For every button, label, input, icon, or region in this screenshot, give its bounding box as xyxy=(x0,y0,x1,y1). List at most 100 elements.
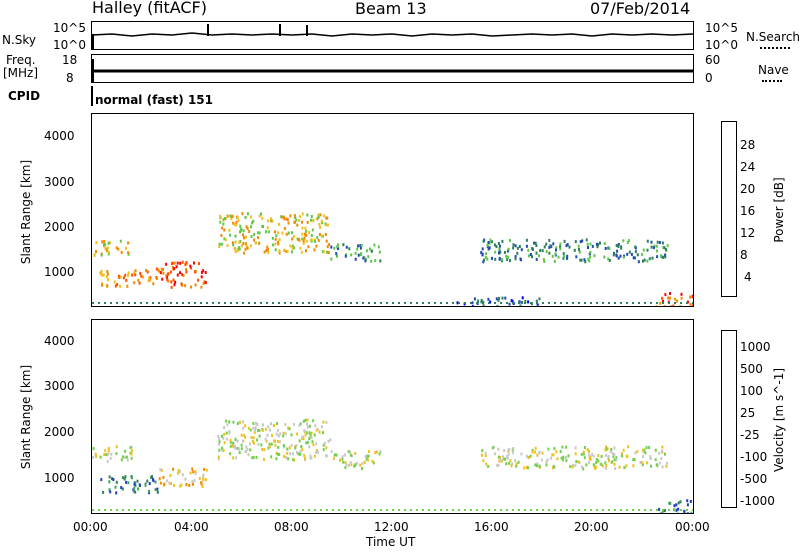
echo-cell xyxy=(244,247,247,251)
echo-cell xyxy=(177,471,180,475)
echo-cell xyxy=(359,463,362,467)
echo-cell xyxy=(202,473,205,477)
echo-cell xyxy=(548,251,551,255)
echo-cell xyxy=(585,238,588,242)
echo-cell xyxy=(240,433,243,437)
echo-cell xyxy=(519,304,522,308)
echo-cell xyxy=(298,219,301,222)
echo-cell xyxy=(658,241,661,244)
echo-cell xyxy=(151,477,154,481)
echo-cell xyxy=(235,456,238,460)
echo-cell xyxy=(666,244,669,248)
echo-cell xyxy=(533,241,536,245)
echo-cell xyxy=(689,303,692,307)
echo-cell xyxy=(351,454,354,458)
echo-cell xyxy=(505,254,508,258)
echo-cell xyxy=(275,234,278,238)
power-heatmap xyxy=(92,212,695,309)
echo-cell xyxy=(292,458,295,462)
power-cb-tick: 8 xyxy=(740,248,748,262)
echo-cell xyxy=(586,242,589,246)
echo-band xyxy=(158,467,208,488)
nave-tick-bottom: 0 xyxy=(705,71,713,85)
echo-cell xyxy=(301,435,304,439)
velocity-colorbar-scale xyxy=(722,331,736,507)
echo-cell xyxy=(124,246,127,250)
echo-cell xyxy=(349,453,352,457)
echo-cell xyxy=(325,223,328,227)
echo-cell xyxy=(191,480,194,484)
echo-cell xyxy=(669,305,672,309)
echo-cell xyxy=(234,444,236,448)
echo-cell xyxy=(471,305,474,309)
echo-cell xyxy=(298,423,301,427)
echo-cell xyxy=(528,254,530,258)
echo-cell xyxy=(221,446,223,450)
echo-cell xyxy=(574,464,577,468)
echo-cell xyxy=(232,221,235,225)
echo-cell xyxy=(126,284,129,288)
echo-cell xyxy=(270,455,273,459)
echo-cell xyxy=(617,245,620,248)
echo-cell xyxy=(106,275,108,279)
echo-cell xyxy=(646,259,649,263)
echo-cell xyxy=(586,448,589,452)
echo-cell xyxy=(200,275,203,279)
echo-cell xyxy=(244,424,247,428)
echo-cell xyxy=(253,232,256,236)
echo-cell xyxy=(218,242,221,246)
echo-cell xyxy=(232,456,235,460)
echo-cell xyxy=(607,257,610,261)
echo-band xyxy=(93,239,130,257)
echo-cell xyxy=(622,255,625,259)
echo-cell xyxy=(296,223,299,227)
power-plot xyxy=(91,113,695,309)
echo-cell xyxy=(531,247,534,250)
echo-cell xyxy=(663,246,666,250)
echo-cell xyxy=(293,235,295,239)
echo-cell xyxy=(575,460,578,464)
echo-cell xyxy=(357,244,360,248)
echo-cell xyxy=(105,453,108,457)
echo-cell xyxy=(611,460,614,464)
echo-cell xyxy=(175,265,178,269)
echo-cell xyxy=(578,248,580,251)
freq-strip xyxy=(91,54,694,83)
echo-cell xyxy=(124,475,127,479)
echo-cell xyxy=(317,451,320,455)
echo-cell xyxy=(370,249,373,253)
echo-cell xyxy=(599,241,601,245)
echo-cell xyxy=(306,431,309,435)
echo-cell xyxy=(642,248,645,252)
echo-cell xyxy=(622,448,625,452)
echo-cell xyxy=(527,300,530,304)
echo-cell xyxy=(541,451,544,455)
echo-cell xyxy=(650,240,653,244)
echo-cell xyxy=(365,457,368,461)
echo-cell xyxy=(224,238,227,242)
echo-cell xyxy=(633,458,636,462)
power-cb-tick: 24 xyxy=(740,160,756,174)
echo-cell xyxy=(168,481,171,485)
echo-cell xyxy=(499,458,502,462)
echo-cell xyxy=(370,259,373,263)
echo-cell xyxy=(680,296,683,300)
echo-cell xyxy=(220,242,223,246)
echo-cell xyxy=(540,458,543,462)
power-cb-tick: 28 xyxy=(740,138,756,152)
echo-cell xyxy=(279,432,282,436)
echo-cell xyxy=(607,246,610,250)
echo-cell xyxy=(249,215,252,219)
echo-cell xyxy=(662,255,665,259)
echo-cell xyxy=(102,273,105,277)
echo-cell xyxy=(229,440,232,444)
echo-cell xyxy=(205,478,208,482)
echo-cell xyxy=(604,448,607,452)
echo-cell xyxy=(669,296,671,300)
echo-cell xyxy=(626,455,629,459)
echo-cell xyxy=(249,448,252,452)
echo-cell xyxy=(486,243,489,247)
echo-cell xyxy=(133,486,136,490)
echo-cell xyxy=(545,463,548,467)
echo-cell xyxy=(557,255,560,259)
